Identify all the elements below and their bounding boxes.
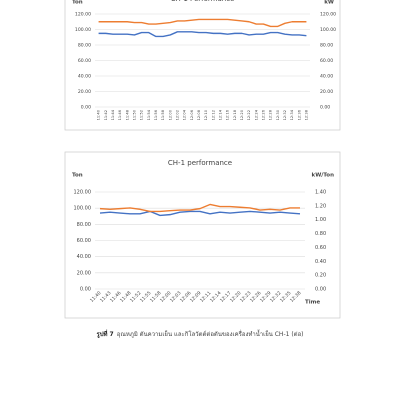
x-tick-label: 12:34 — [290, 109, 294, 120]
caption: รูปที่ 7 อุณหภูมิ ตันความเย็น และกิโลวัตต… — [96, 328, 303, 339]
x-tick-label: 11:46 — [118, 109, 122, 120]
x-tick-label: 11:40 — [97, 109, 101, 120]
x-tick-label: 12:06 — [190, 109, 194, 120]
y2-tick-label: 1.20 — [315, 203, 326, 209]
caption-text: อุณหภูมิ ตันความเย็น และกิโลวัตต์ต่อตันข… — [117, 328, 304, 338]
y2-axis-label: kW/Ton — [312, 173, 335, 179]
x-tick-label: 12:14 — [218, 109, 222, 120]
y2-tick-label: 60.00 — [320, 58, 333, 64]
x-tick-label: 11:54 — [147, 109, 151, 120]
x-tick-label: 12:16 — [226, 109, 230, 120]
x-tick-label: 12:30 — [276, 109, 280, 120]
x-tick-label: 12:38 — [304, 109, 308, 120]
y-tick-label: 120.00 — [75, 12, 91, 18]
y-tick-label: 0.00 — [80, 287, 91, 293]
x-tick-label: 12:18 — [233, 109, 237, 120]
y2-tick-label: 40.00 — [320, 74, 333, 80]
chart-title: CH-1 Performance — [171, 0, 235, 3]
y2-tick-label: 0.00 — [315, 287, 326, 293]
y-axis-label: Ton — [72, 0, 83, 6]
y2-tick-label: 0.60 — [315, 245, 326, 251]
y2-tick-label: 20.00 — [320, 89, 333, 95]
y2-tick-label: 80.00 — [320, 43, 333, 49]
y-tick-label: 20.00 — [78, 89, 91, 95]
x-tick-label: 12:24 — [254, 109, 258, 120]
chart-title: CH-1 performance — [168, 159, 232, 167]
y-tick-label: 80.00 — [77, 222, 91, 228]
y2-tick-label: 1.00 — [315, 217, 326, 223]
x-tick-label: 12:36 — [297, 109, 301, 120]
y2-tick-label: 0.00 — [320, 105, 330, 111]
y-tick-label: 100.00 — [74, 206, 92, 212]
y2-tick-label: 120.00 — [320, 12, 336, 18]
x-tick-label: 12:28 — [269, 109, 273, 120]
y-tick-label: 40.00 — [78, 74, 91, 80]
x-tick-label: 12:12 — [211, 110, 215, 120]
x-tick-label: 12:04 — [183, 109, 187, 120]
y-tick-label: 120.00 — [74, 190, 92, 196]
x-tick-label: 12:08 — [197, 109, 201, 120]
y2-tick-label: 0.40 — [315, 259, 326, 265]
x-tick-label: 11:58 — [161, 109, 165, 120]
x-axis-label: Time — [305, 300, 320, 306]
y-tick-label: 60.00 — [77, 238, 91, 244]
x-tick-label: 11:48 — [125, 109, 129, 120]
series-line — [98, 18, 307, 28]
series-line — [98, 31, 307, 38]
y2-tick-label: 100.00 — [320, 27, 336, 33]
y-tick-label: 80.00 — [78, 43, 91, 49]
y-tick-label: 40.00 — [77, 254, 91, 260]
y2-axis-label: kW — [324, 0, 334, 6]
x-tick-label: 11:50 — [132, 109, 136, 120]
x-tick-label: 12:32 — [283, 110, 287, 120]
series-line — [99, 210, 301, 217]
x-tick-label: 12:00 — [168, 109, 172, 120]
x-tick-label: 12:20 — [240, 109, 244, 120]
caption-label: รูปที่ 7 — [96, 329, 113, 339]
y2-tick-label: 1.40 — [315, 190, 326, 196]
x-tick-label: 12:02 — [175, 110, 179, 120]
x-tick-label: 11:42 — [104, 110, 108, 120]
chart-frame — [64, 151, 341, 319]
y-tick-label: 60.00 — [78, 58, 91, 64]
x-tick-label: 11:56 — [154, 109, 158, 120]
y-tick-label: 100.00 — [75, 27, 91, 33]
y-axis-label: Ton — [72, 173, 83, 179]
x-tick-label: 12:10 — [204, 109, 208, 120]
y2-tick-label: 0.20 — [315, 273, 326, 279]
y-tick-label: 0.00 — [81, 105, 91, 111]
series-line — [99, 203, 300, 213]
x-tick-label: 12:26 — [261, 109, 265, 120]
x-tick-label: 11:44 — [111, 109, 115, 120]
y2-tick-label: 0.80 — [315, 231, 326, 237]
x-tick-label: 12:22 — [247, 110, 251, 120]
x-tick-label: 11:52 — [140, 110, 144, 120]
y-tick-label: 20.00 — [77, 270, 91, 276]
